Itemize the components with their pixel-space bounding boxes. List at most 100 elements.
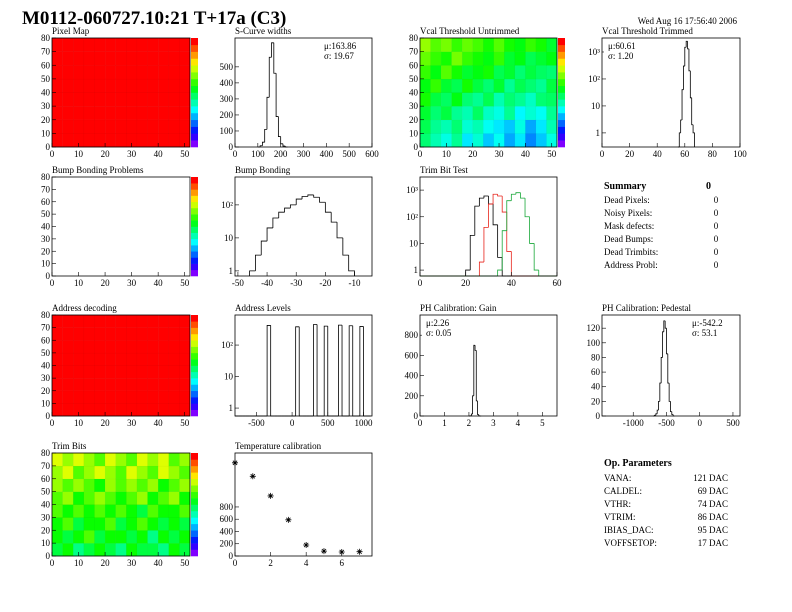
heatmap-cell xyxy=(94,542,106,557)
colorbar xyxy=(191,352,198,360)
x-tick-label: 20 xyxy=(625,149,635,159)
stats-text: μ:2.26 xyxy=(426,318,450,328)
stats-text: σ: 1.20 xyxy=(608,51,634,61)
heatmap-cell xyxy=(179,491,191,505)
heatmap-cell xyxy=(51,530,64,544)
colorbar xyxy=(191,523,198,531)
y-tick-label: 40 xyxy=(41,500,51,510)
scatter-point xyxy=(320,548,327,555)
heatmap-cell xyxy=(419,119,431,134)
y-tick-label: 1 xyxy=(229,266,234,276)
histogram-bin xyxy=(284,207,291,213)
heatmap-cell xyxy=(51,390,64,404)
heatmap-cell xyxy=(83,92,95,107)
heatmap-cell xyxy=(104,37,117,53)
scatter-point xyxy=(356,548,363,555)
y-tick-label: 80 xyxy=(41,33,51,43)
summary-title: Summary xyxy=(604,181,646,192)
heatmap-cell xyxy=(73,340,85,354)
y-tick-label: 400 xyxy=(405,371,419,381)
histogram-bin xyxy=(266,227,273,242)
histogram-bin xyxy=(289,204,297,209)
heatmap-cell xyxy=(168,452,180,467)
y-tick-label: 0 xyxy=(46,271,51,281)
heatmap-cell xyxy=(157,133,170,148)
heatmap-cell xyxy=(535,51,547,66)
colorbar xyxy=(191,257,198,264)
heatmap-cell xyxy=(83,465,95,480)
heatmap-cell xyxy=(126,314,138,329)
heatmap-cell xyxy=(83,365,95,379)
heatmap-cell xyxy=(104,504,117,518)
x-tick-label: 20 xyxy=(101,418,111,428)
y-tick-label: 10 xyxy=(41,538,51,548)
heatmap-cell xyxy=(104,105,117,121)
heatmap-cell xyxy=(179,65,191,80)
heatmap-cell xyxy=(525,65,537,80)
heatmap-cell xyxy=(94,465,106,480)
colorbar xyxy=(191,321,198,328)
histogram-bin xyxy=(264,128,267,143)
y-tick-label: 20 xyxy=(41,115,51,125)
colorbar xyxy=(191,189,198,196)
stats-text: σ: 53.1 xyxy=(692,328,717,338)
x-tick-label: 50 xyxy=(180,149,190,159)
heatmap-cell xyxy=(83,504,95,518)
histogram-bin xyxy=(474,205,480,236)
summary-value: 0 xyxy=(714,247,719,257)
histogram-bin xyxy=(473,344,476,396)
y-tick-label: 1 xyxy=(229,403,234,413)
heatmap-cell xyxy=(147,478,159,493)
heatmap-cell xyxy=(430,119,442,134)
x-tick-label: -50 xyxy=(232,278,244,288)
summary-value: 0 xyxy=(714,260,719,270)
heatmap-cell xyxy=(168,377,180,392)
heatmap-cell xyxy=(546,119,558,134)
heatmap-cell xyxy=(136,105,148,121)
heatmap-cell xyxy=(525,37,537,53)
heatmap-cell xyxy=(451,37,463,53)
summary-label: Address Probl: xyxy=(604,260,658,270)
heatmap-cell xyxy=(51,352,64,366)
heatmap-cell xyxy=(546,92,558,107)
histogram-bin xyxy=(336,222,343,239)
stats-box xyxy=(688,317,738,340)
heatmap-cell xyxy=(168,504,180,518)
heatmap-cell xyxy=(136,542,148,557)
x-tick-label: 100 xyxy=(251,149,265,159)
plot-frame xyxy=(419,176,558,277)
y-tick-label: 50 xyxy=(41,348,51,358)
y-tick-label: 10 xyxy=(409,238,419,248)
heatmap-cell xyxy=(104,465,117,480)
y-tick-label: 0 xyxy=(229,142,234,152)
histogram-bin xyxy=(689,70,692,99)
heatmap-cell xyxy=(51,65,64,80)
heatmap-cell xyxy=(179,92,191,107)
y-tick-label: 10 xyxy=(41,398,51,408)
histogram-bin xyxy=(497,224,503,258)
heatmap-cell xyxy=(136,491,148,505)
heatmap-cell xyxy=(126,530,138,544)
y-tick-label: 10 xyxy=(224,233,234,243)
heatmap-cell xyxy=(157,314,170,329)
heatmap-cell xyxy=(115,105,127,121)
histogram-bin xyxy=(668,383,671,402)
y-tick-label: 800 xyxy=(405,330,419,340)
heatmap-cell xyxy=(157,51,170,66)
heatmap-cell xyxy=(73,37,85,53)
histogram-bin xyxy=(273,42,277,74)
x-tick-label: 4 xyxy=(516,418,521,428)
y-tick-label: 80 xyxy=(41,448,51,458)
x-tick-label: 40 xyxy=(154,149,164,159)
heatmap-cell xyxy=(525,51,537,66)
y-tick-label: 40 xyxy=(41,361,51,371)
heatmap-cell xyxy=(51,491,64,505)
heatmap-cell xyxy=(136,92,148,107)
x-tick-label: 0 xyxy=(233,558,238,568)
x-tick-label: 50 xyxy=(547,149,557,159)
heatmap-cell xyxy=(62,365,74,379)
x-tick-label: 4 xyxy=(304,558,309,568)
heatmap-cell xyxy=(525,105,537,121)
x-tick-label: 20 xyxy=(101,558,111,568)
y-tick-label: 10 xyxy=(409,128,419,138)
